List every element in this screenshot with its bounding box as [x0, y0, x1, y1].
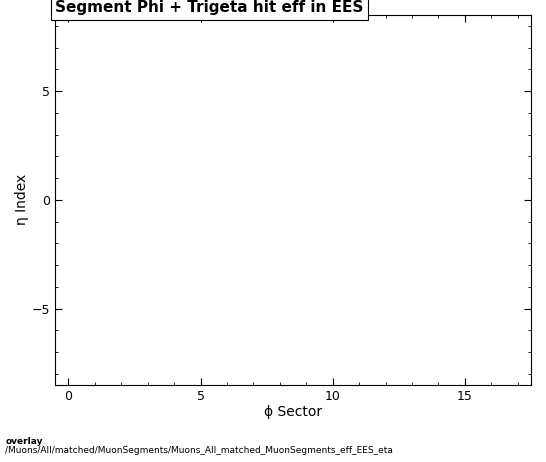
Y-axis label: η Index: η Index — [15, 174, 29, 225]
Text: /Muons/All/matched/MuonSegments/Muons_All_matched_MuonSegments_eff_EES_eta: /Muons/All/matched/MuonSegments/Muons_Al… — [5, 446, 393, 455]
Text: overlay: overlay — [5, 437, 43, 446]
X-axis label: ϕ Sector: ϕ Sector — [264, 405, 322, 419]
Text: Segment Phi + Trigeta hit eff in EES: Segment Phi + Trigeta hit eff in EES — [55, 0, 364, 15]
